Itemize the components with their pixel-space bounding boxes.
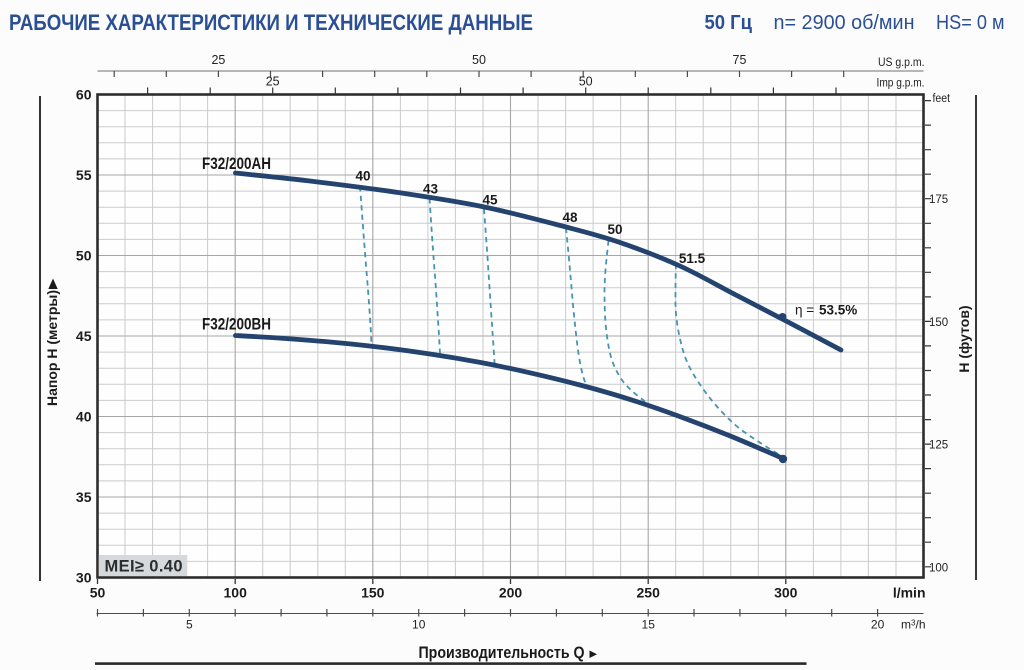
svg-text:35: 35: [76, 489, 92, 505]
svg-text:75: 75: [733, 53, 747, 67]
svg-text:100: 100: [224, 585, 248, 601]
svg-text:45: 45: [482, 193, 498, 208]
svg-text:50: 50: [76, 248, 92, 264]
svg-text:50 Гц: 50 Гц: [705, 12, 753, 34]
svg-text:10: 10: [412, 618, 426, 632]
svg-text:Напор H (метры): Напор H (метры): [44, 290, 60, 406]
svg-text:20: 20: [871, 618, 885, 632]
svg-text:MEI≥ 0.40: MEI≥ 0.40: [105, 558, 183, 576]
svg-text:45: 45: [76, 328, 92, 344]
svg-text:F32/200BH: F32/200BH: [202, 316, 271, 334]
svg-text:50: 50: [579, 75, 593, 89]
svg-text:150: 150: [929, 317, 948, 329]
svg-text:53.5%: 53.5%: [819, 303, 857, 318]
svg-text:Imp g.p.m.: Imp g.p.m.: [877, 78, 925, 90]
svg-text:100: 100: [929, 562, 948, 574]
svg-text:l/min: l/min: [893, 585, 926, 601]
svg-text:m3/h: m3/h: [901, 618, 925, 632]
svg-text:55: 55: [76, 167, 92, 183]
svg-text:H (футов): H (футов): [956, 305, 972, 372]
svg-text:60: 60: [76, 87, 92, 103]
svg-text:feet: feet: [933, 93, 951, 105]
svg-text:РАБОЧИЕ ХАРАКТЕРИСТИКИ И ТЕХНИ: РАБОЧИЕ ХАРАКТЕРИСТИКИ И ТЕХНИЧЕСКИЕ ДАН…: [9, 10, 533, 35]
svg-text:30: 30: [76, 570, 92, 586]
svg-text:200: 200: [499, 585, 523, 601]
svg-text:300: 300: [774, 585, 798, 601]
svg-text:US g.p.m.: US g.p.m.: [878, 57, 925, 69]
svg-text:125: 125: [929, 440, 948, 452]
svg-text:51.5: 51.5: [679, 251, 706, 266]
svg-text:Производительность Q: Производительность Q: [419, 644, 585, 662]
svg-text:F32/200AH: F32/200AH: [202, 155, 271, 173]
svg-text:250: 250: [637, 585, 661, 601]
svg-text:48: 48: [562, 210, 578, 225]
svg-text:43: 43: [423, 182, 439, 197]
svg-text:50: 50: [90, 585, 106, 601]
svg-text:50: 50: [472, 53, 486, 67]
svg-text:40: 40: [76, 409, 92, 425]
svg-text:5: 5: [186, 618, 193, 632]
svg-text:25: 25: [211, 53, 225, 67]
svg-text:25: 25: [266, 75, 280, 89]
svg-text:175: 175: [929, 194, 948, 206]
svg-text:15: 15: [642, 618, 656, 632]
svg-text:50: 50: [607, 222, 622, 237]
svg-text:n= 2900 об/мин: n= 2900 об/мин: [774, 12, 915, 34]
svg-text:HS= 0 м: HS= 0 м: [936, 12, 1005, 34]
svg-text:η =: η =: [795, 303, 814, 318]
svg-text:150: 150: [361, 585, 385, 601]
svg-text:40: 40: [355, 169, 370, 184]
